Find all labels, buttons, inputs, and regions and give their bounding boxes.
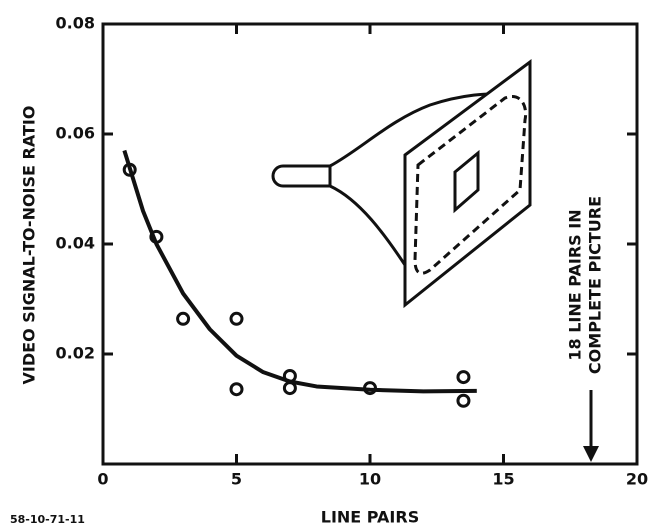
data-point	[229, 382, 244, 397]
fit-curve	[122, 149, 477, 394]
x-tick-label: 15	[492, 470, 514, 489]
y-tick-label: 0.06	[56, 124, 95, 143]
annotation: 18 LINE PAIRS IN COMPLETE PICTURE	[566, 196, 605, 374]
plot-frame	[101, 22, 639, 466]
data-point	[282, 381, 297, 396]
annotation-line: 18 LINE PAIRS IN	[566, 209, 585, 360]
annotation-line: COMPLETE PICTURE	[586, 196, 605, 374]
y-tick-label: 0.04	[56, 234, 95, 253]
data-point	[229, 311, 244, 326]
x-axis-label: LINE PAIRS	[321, 508, 419, 527]
x-tick-label: 10	[359, 470, 381, 489]
x-tick-label: 5	[231, 470, 242, 489]
data-point	[456, 393, 471, 408]
footnote: 58-10-71-11	[10, 513, 85, 526]
y-tick-label: 0.02	[56, 344, 95, 363]
y-axis-label: VIDEO SIGNAL-TO-NOISE RATIO	[20, 106, 39, 385]
x-tick-label: 0	[97, 470, 108, 489]
data-point	[456, 370, 471, 385]
x-tick-label: 20	[626, 470, 648, 489]
crt-drawing	[271, 59, 532, 309]
y-tick-label: 0.08	[56, 14, 95, 33]
annotation-arrow	[583, 390, 599, 462]
data-point	[176, 311, 191, 326]
